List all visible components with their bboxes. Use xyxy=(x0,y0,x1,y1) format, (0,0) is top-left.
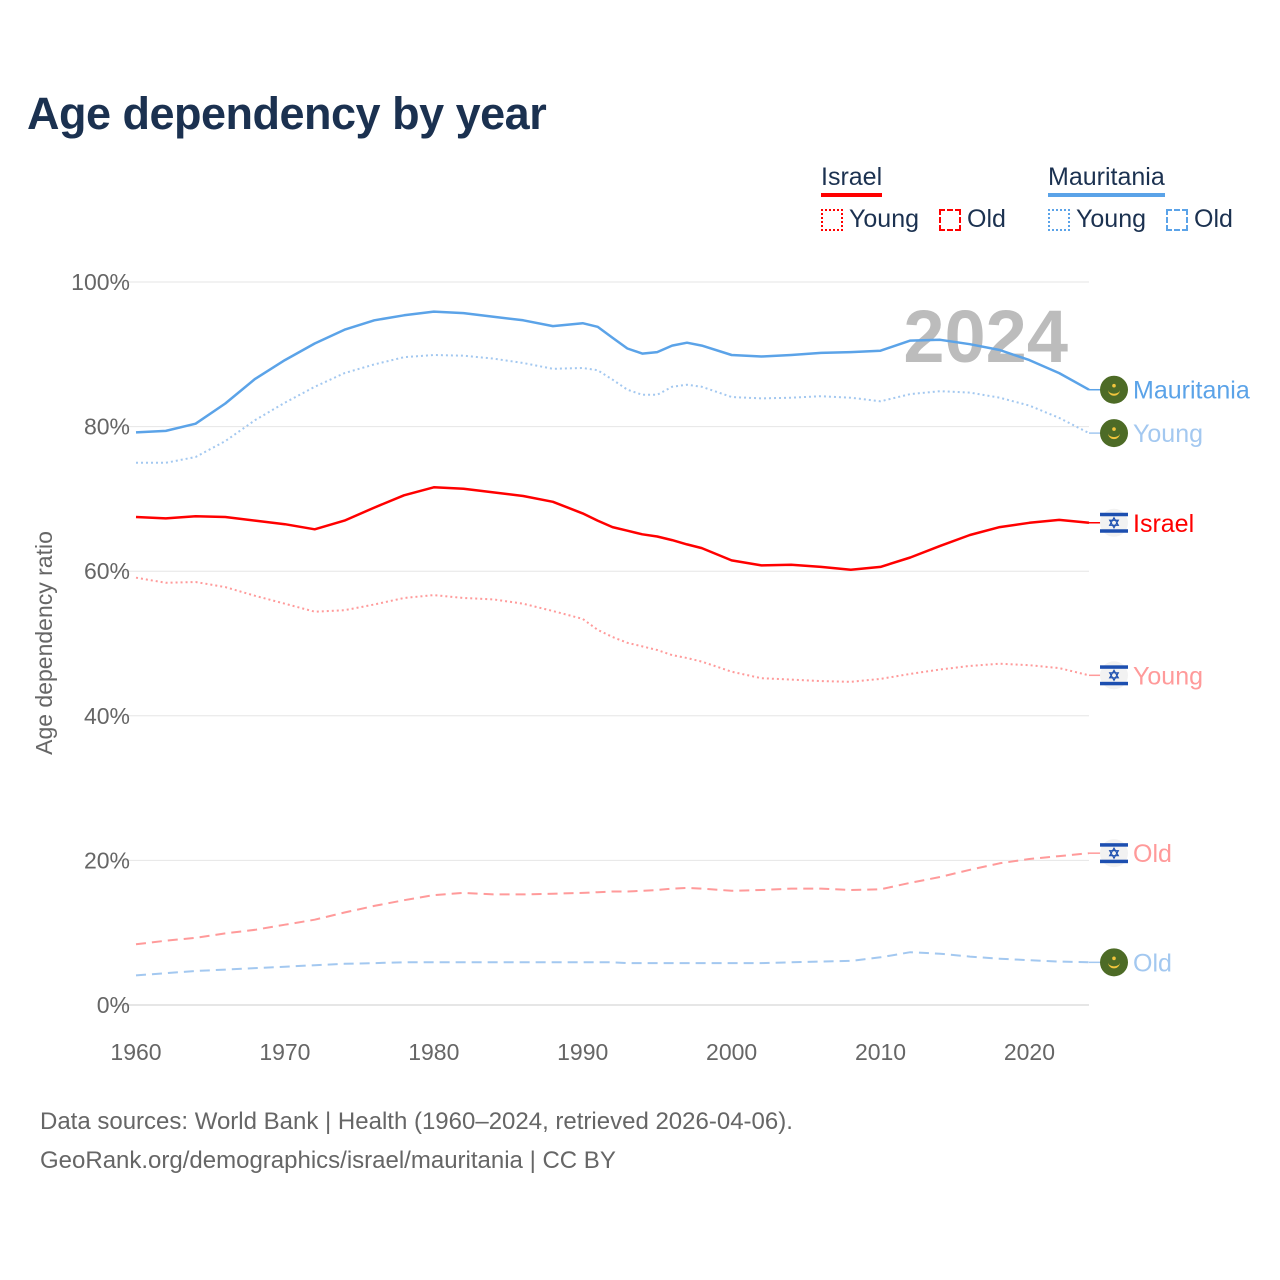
legend-label: Old xyxy=(967,205,1006,233)
x-tick-label: 1980 xyxy=(408,1039,459,1065)
x-tick-label: 1960 xyxy=(110,1039,161,1065)
mauritania-flag-icon xyxy=(1100,419,1128,448)
series-line-israel-young[interactable] xyxy=(135,576,1090,683)
legend-label: Old xyxy=(1194,205,1233,233)
legend-israel-old[interactable]: Old xyxy=(939,205,1006,234)
legend-mauritania[interactable]: Mauritania Young Old xyxy=(1048,163,1247,234)
dashed-swatch-icon xyxy=(939,208,961,231)
series-end-label: Mauritania xyxy=(1133,377,1250,405)
chart-title: Age dependency by year xyxy=(27,88,547,139)
dotted-swatch-icon xyxy=(1048,208,1070,231)
series-line-mauritania[interactable] xyxy=(135,310,1090,434)
series-end-label: Old xyxy=(1133,949,1172,977)
legend-israel-young[interactable]: Young xyxy=(821,205,919,234)
series-end-label: Old xyxy=(1133,840,1172,868)
y-tick-label: 60% xyxy=(84,558,130,584)
legend-mauritania-old[interactable]: Old xyxy=(1166,205,1233,234)
legend-mauritania-label: Mauritania xyxy=(1048,163,1165,197)
series-end-label: Young xyxy=(1133,662,1203,690)
legend-israel-label: Israel xyxy=(821,163,883,197)
y-tick-label: 20% xyxy=(84,847,130,873)
y-axis-label: Age dependency ratio xyxy=(31,531,57,755)
legend-label: Young xyxy=(1076,205,1146,233)
legend-label: Young xyxy=(849,205,919,233)
series-line-israel[interactable] xyxy=(135,486,1090,572)
mauritania-flag-icon xyxy=(1100,948,1128,977)
series-end-label: Young xyxy=(1133,420,1203,448)
series-line-mauritania-old[interactable] xyxy=(135,951,1090,977)
x-tick-label: 1990 xyxy=(557,1039,608,1065)
y-tick-label: 0% xyxy=(97,992,130,1018)
legend-mauritania-young[interactable]: Young xyxy=(1048,205,1146,234)
mauritania-flag-icon xyxy=(1100,375,1128,404)
x-tick-label: 2000 xyxy=(706,1039,757,1065)
x-tick-label: 1970 xyxy=(259,1039,310,1065)
israel-flag-icon xyxy=(1100,508,1128,537)
x-tick-label: 2020 xyxy=(1004,1039,1055,1065)
y-tick-label: 100% xyxy=(71,269,130,295)
series-line-israel-old[interactable] xyxy=(135,852,1090,946)
legend-israel[interactable]: Israel Young Old xyxy=(821,163,1020,234)
footer-sources: Data sources: World Bank | Health (1960–… xyxy=(40,1108,793,1135)
x-tick-label: 2010 xyxy=(855,1039,906,1065)
israel-flag-icon xyxy=(1100,839,1128,868)
series-end-label: Israel xyxy=(1133,510,1194,538)
israel-flag-icon xyxy=(1100,661,1128,690)
y-tick-label: 80% xyxy=(84,414,130,440)
dashed-swatch-icon xyxy=(1166,208,1188,231)
y-tick-label: 40% xyxy=(84,703,130,729)
dotted-swatch-icon xyxy=(821,208,843,231)
footer-link[interactable]: GeoRank.org/demographics/israel/mauritan… xyxy=(40,1147,616,1174)
